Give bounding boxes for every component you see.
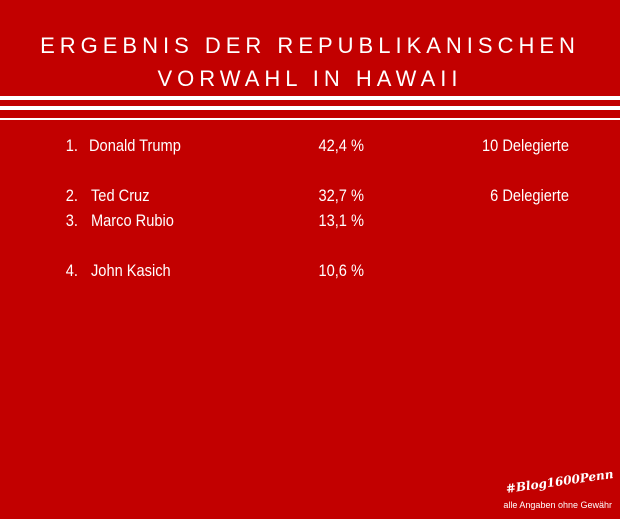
result-rank: 2. [65,186,78,205]
result-rank: 1. [65,136,78,155]
title-line-2: VORWAHL IN HAWAII [157,66,463,91]
page-title: ERGEBNIS DER REPUBLIKANISCHEN VORWAHL IN… [0,29,620,95]
candidate-name: Marco Rubio [91,211,174,230]
result-rank: 3. [65,211,78,230]
candidate-name: Ted Cruz [91,186,150,205]
divider-line [0,106,620,110]
candidate-name: Donald Trump [89,136,181,155]
disclaimer-text: alle Angaben ohne Gewähr [503,500,612,510]
candidate-name: John Kasich [91,261,171,280]
divider-line [0,118,620,120]
vote-percent: 32,7 % [318,186,364,205]
vote-percent: 10,6 % [318,261,364,280]
delegate-count: 6 Delegierte [490,186,569,205]
hashtag-label: #Blog1600Penn [505,466,615,496]
vote-percent: 13,1 % [318,211,364,230]
divider-line [0,96,620,100]
title-line-1: ERGEBNIS DER REPUBLIKANISCHEN [40,33,580,58]
delegate-count: 10 Delegierte [482,136,569,155]
result-rank: 4. [65,261,78,280]
vote-percent: 42,4 % [318,136,364,155]
